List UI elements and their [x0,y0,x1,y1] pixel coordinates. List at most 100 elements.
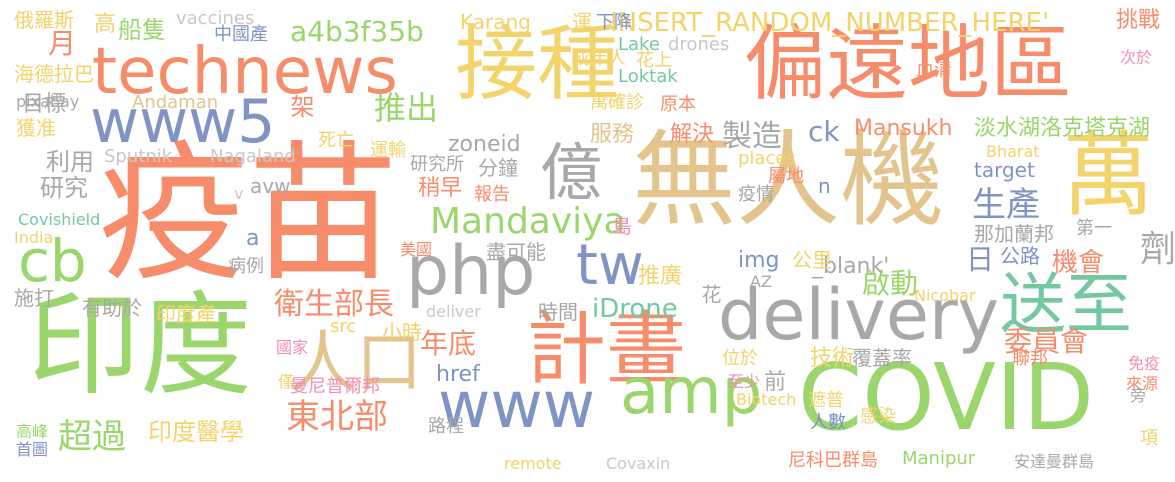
word-116: 僅 [278,372,295,391]
word-22: a4b3f35b [290,15,424,48]
word-71: Sputnik [104,146,173,167]
word-29: 製造 [722,119,782,154]
word-3: 偏遠地區 [744,17,1073,112]
word-43: 啟動 [862,267,919,300]
word-12: www [438,369,596,443]
word-132: 尼科巴群島 [788,450,878,471]
word-82: 屬地 [768,166,804,187]
word-69: 次於 [1120,48,1153,67]
word-118: 至少 [728,372,761,391]
word-81: places [738,148,796,169]
word-134: 安達曼群島 [1014,452,1095,471]
word-103: 有助於 [82,296,142,320]
word-83: Bharat [986,142,1040,161]
word-42: ck [808,115,840,148]
word-61: Lake [618,34,660,55]
word-113: 位於 [722,348,758,369]
word-15: 億 [540,136,603,209]
word-64: 花上 [636,50,672,71]
word-115: 免疫 [1128,354,1161,373]
word-49: Karang [460,10,531,34]
word-124: 感染 [860,406,896,427]
word-93: 美國 [400,240,433,259]
word-52: 挑戰 [1116,8,1161,33]
word-85: n [818,174,831,198]
word-18: tw [576,233,644,298]
word-97: 那加蘭邦 [974,222,1054,246]
word-68: 血清 [916,60,952,81]
word-2: 印度 [28,281,252,411]
word-99: img [738,248,780,273]
word-107: Nicobar [914,286,976,305]
word-23: INSERT_RANDOM_NUMBER_HERE' [610,8,1050,38]
word-14: 送至 [1000,266,1132,343]
word-66: 萬確診 [590,92,644,113]
word-39: href [436,362,480,387]
word-25: 淡水湖洛克塔克湖 [974,116,1151,141]
word-30: 委員會 [1004,325,1089,358]
word-76: 解決 [670,122,715,147]
word-10: 萬 [1062,122,1155,229]
word-108: 花 [698,284,722,304]
word-26: 推出 [374,89,439,127]
word-101: 推廣 [638,264,683,289]
word-74: 運輸 [370,140,406,161]
word-89: Covishield [18,210,101,229]
word-59: pixabay [16,92,80,111]
word-8: 計畫 [526,303,686,396]
word-7: delivery [718,274,1000,356]
word-34: 年底 [420,327,477,360]
word-38: 日 [966,243,995,276]
word-90: India [14,228,54,247]
word-57: 海德拉巴 [14,62,94,86]
word-27: 生產 [972,185,1040,225]
word-94: 盡可能 [486,240,546,264]
word-47: 研究 [40,174,88,202]
word-31: iDrone [592,294,678,324]
word-73: 死亡 [318,130,354,151]
word-72: Nagaland [210,146,296,167]
word-104: 印度產 [156,302,216,326]
word-87: avw [250,174,291,198]
word-11: php [406,232,536,311]
word-24: Mansukh [854,116,953,141]
word-55: 中國產 [214,24,268,45]
word-91: a [246,226,260,251]
word-121: 曼尼普爾邦 [290,376,380,397]
word-44: _blank' [812,254,890,279]
word-45: 船隻 [118,16,166,44]
word-84: target [974,158,1035,182]
word-1: 無人機 [632,119,945,241]
word-35: zoneid [448,132,521,157]
word-98: 公里 [792,248,832,272]
word-54: 高 [94,12,117,37]
word-48: 目標 [22,92,67,117]
word-117: 前 [764,370,787,395]
word-20: 超過 [58,417,126,457]
word-106: AZ [750,272,772,291]
word-58: 獲准 [16,116,56,140]
word-67: 原本 [660,94,696,115]
word-28: 衛生部長 [274,287,394,322]
word-56: vaccines [176,8,255,29]
word-19: 東北部 [286,397,388,437]
word-51: 下降 [596,12,632,33]
word-109: src [330,316,357,337]
word-133: Manipur [902,448,976,469]
word-127: 路程 [428,416,464,437]
word-75: 服務 [590,122,635,147]
word-122: 遮普 [808,390,844,411]
word-62: drones [668,34,730,55]
word-21: Mandaviya [430,201,626,242]
word-110: 時間 [538,300,578,324]
word-9: www5 [90,87,276,157]
word-95: 島 [612,214,632,238]
word-50: 運 [572,10,592,34]
word-13: amp [620,355,763,429]
word-120: 來源 [1126,374,1159,393]
word-80: 報告 [474,184,510,205]
word-92: 病例 [228,256,264,277]
word-46: 利用 [46,148,94,176]
word-41: 機會 [1052,248,1105,278]
